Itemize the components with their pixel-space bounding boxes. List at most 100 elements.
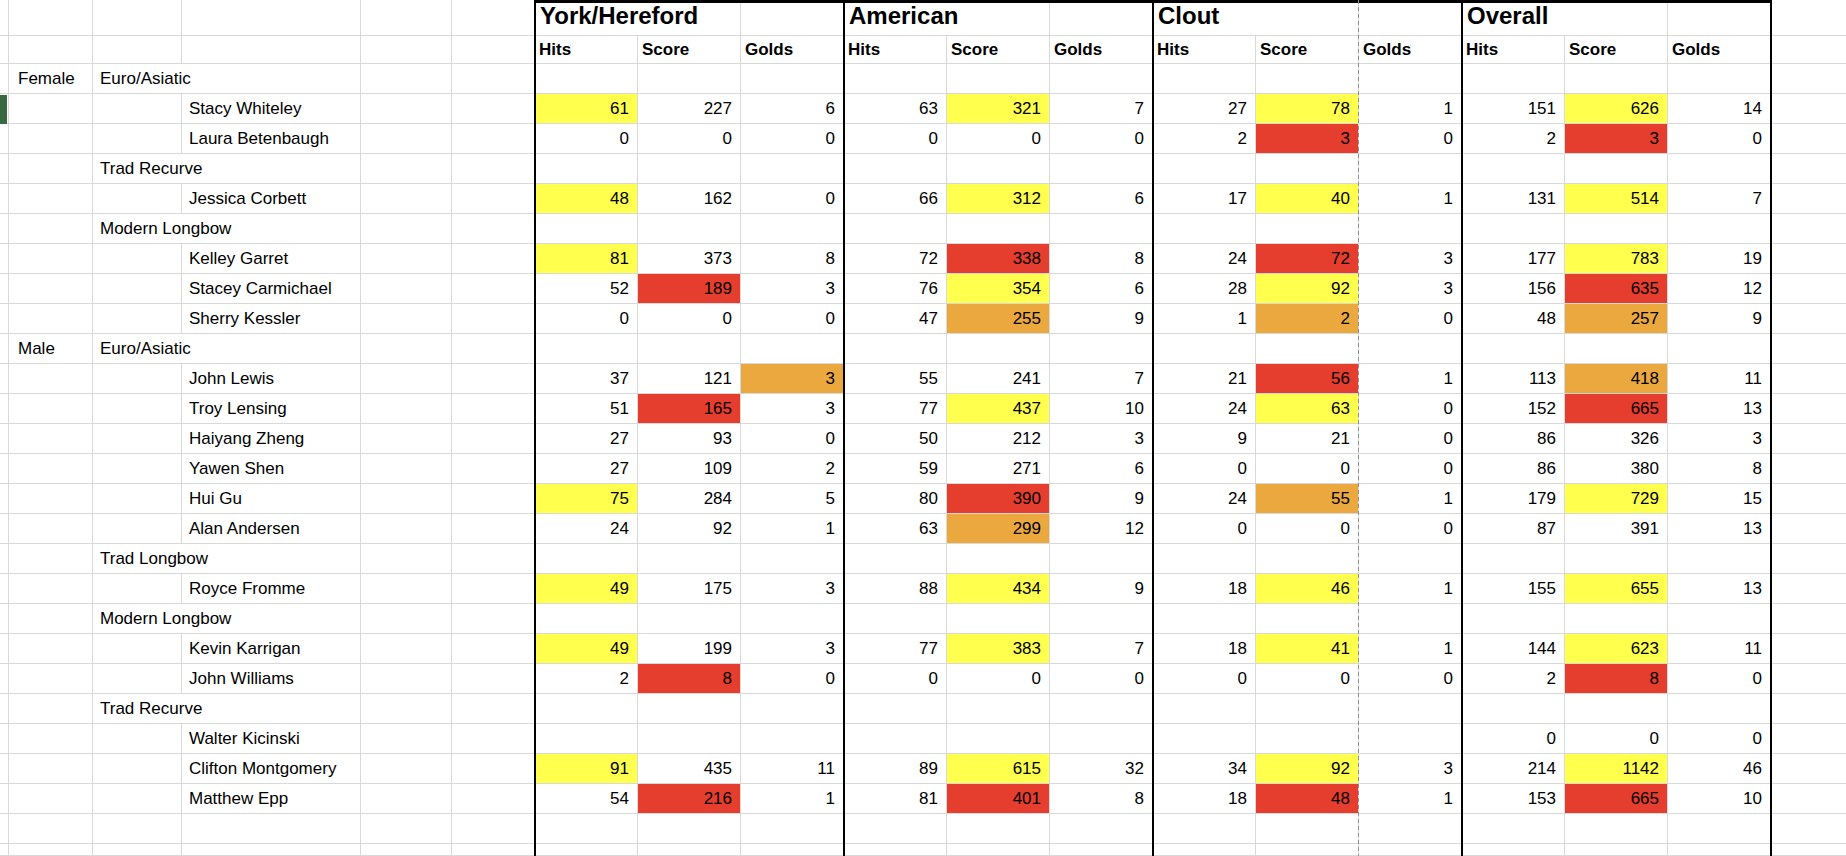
cell-american-score[interactable]: 437 <box>947 394 1050 423</box>
athlete-name-cell[interactable]: John Lewis <box>182 364 361 393</box>
cell-american-golds[interactable]: 8 <box>1050 784 1153 813</box>
empty-cell[interactable] <box>452 454 535 483</box>
cell-american-score[interactable] <box>947 724 1050 753</box>
cell-clout-score[interactable]: 21 <box>1256 424 1359 453</box>
empty-score-cell[interactable] <box>1050 214 1153 243</box>
row-edge-cell[interactable] <box>0 514 9 543</box>
cell-american-score[interactable]: 312 <box>947 184 1050 213</box>
cell-clout-hits[interactable]: 18 <box>1153 784 1256 813</box>
cell-york-hereford-hits[interactable]: 52 <box>535 274 638 303</box>
cell-american-score[interactable]: 241 <box>947 364 1050 393</box>
cell-york-hereford-golds[interactable]: 0 <box>741 124 844 153</box>
empty-score-cell[interactable] <box>947 544 1050 573</box>
empty-cell[interactable] <box>452 0 535 35</box>
empty-cell[interactable] <box>182 844 361 855</box>
empty-score-cell[interactable] <box>1153 334 1256 363</box>
empty-score-cell[interactable] <box>741 694 844 723</box>
cell-york-hereford-golds[interactable]: 3 <box>741 394 844 423</box>
empty-cell[interactable] <box>452 514 535 543</box>
athlete-name-cell[interactable]: Troy Lensing <box>182 394 361 423</box>
cell-american-hits[interactable]: 0 <box>844 664 947 693</box>
empty-cell[interactable] <box>1771 36 1846 63</box>
cell-clout-golds[interactable]: 0 <box>1359 424 1462 453</box>
cell-clout-score[interactable]: 3 <box>1256 124 1359 153</box>
empty-cell[interactable] <box>1771 574 1846 603</box>
category-cell[interactable]: Euro/Asiatic <box>93 334 361 363</box>
cell-york-hereford-golds[interactable]: 0 <box>741 664 844 693</box>
empty-score-cell[interactable] <box>638 214 741 243</box>
empty-score-cell[interactable] <box>1359 154 1462 183</box>
empty-score-cell[interactable] <box>741 154 844 183</box>
cell-overall-hits[interactable]: 153 <box>1462 784 1565 813</box>
empty-score-cell[interactable] <box>1668 694 1771 723</box>
cell-clout-score[interactable]: 55 <box>1256 484 1359 513</box>
cell-overall-golds[interactable]: 3 <box>1668 424 1771 453</box>
empty-score-cell[interactable] <box>638 844 741 855</box>
empty-cell[interactable] <box>0 814 9 843</box>
cell-overall-golds[interactable]: 46 <box>1668 754 1771 783</box>
cell-clout-score[interactable]: 72 <box>1256 244 1359 273</box>
cell-overall-golds[interactable]: 11 <box>1668 634 1771 663</box>
empty-cell[interactable] <box>361 634 452 663</box>
cell-american-hits[interactable]: 0 <box>844 124 947 153</box>
cell-york-hereford-score[interactable]: 0 <box>638 124 741 153</box>
cell-overall-golds[interactable]: 10 <box>1668 784 1771 813</box>
empty-cell[interactable] <box>452 484 535 513</box>
cell-clout-score[interactable]: 78 <box>1256 94 1359 123</box>
athlete-name-cell[interactable]: Jessica Corbett <box>182 184 361 213</box>
cell-york-hereford-score[interactable]: 92 <box>638 514 741 543</box>
cell-american-hits[interactable]: 72 <box>844 244 947 273</box>
empty-cell[interactable] <box>361 664 452 693</box>
empty-cell[interactable] <box>452 634 535 663</box>
cell-overall-hits[interactable]: 0 <box>1462 724 1565 753</box>
empty-score-cell[interactable] <box>535 814 638 843</box>
empty-score-cell[interactable] <box>1256 814 1359 843</box>
empty-score-cell[interactable] <box>638 64 741 93</box>
cell-clout-golds[interactable]: 1 <box>1359 484 1462 513</box>
column-header-york-hereford-score[interactable]: Score <box>638 36 741 63</box>
empty-cell[interactable] <box>1771 274 1846 303</box>
cell-clout-score[interactable]: 48 <box>1256 784 1359 813</box>
empty-cell[interactable] <box>361 0 452 35</box>
empty-score-cell[interactable] <box>1359 64 1462 93</box>
cell-clout-hits[interactable]: 0 <box>1153 454 1256 483</box>
empty-cell[interactable] <box>9 844 93 855</box>
empty-cell[interactable] <box>452 304 535 333</box>
cell-york-hereford-golds[interactable]: 3 <box>741 364 844 393</box>
cell-overall-score[interactable]: 729 <box>1565 484 1668 513</box>
cell-overall-hits[interactable]: 131 <box>1462 184 1565 213</box>
column-header-york-hereford-golds[interactable]: Golds <box>741 36 844 63</box>
empty-score-cell[interactable] <box>1565 844 1668 855</box>
empty-cell[interactable] <box>741 0 844 35</box>
empty-score-cell[interactable] <box>1462 214 1565 243</box>
athlete-name-cell[interactable]: Kelley Garret <box>182 244 361 273</box>
cell-overall-hits[interactable]: 177 <box>1462 244 1565 273</box>
empty-cell[interactable] <box>1771 364 1846 393</box>
empty-cell[interactable] <box>9 124 93 153</box>
empty-cell[interactable] <box>1771 664 1846 693</box>
empty-cell[interactable] <box>93 664 182 693</box>
empty-score-cell[interactable] <box>1359 694 1462 723</box>
cell-overall-hits[interactable]: 87 <box>1462 514 1565 543</box>
cell-york-hereford-score[interactable]: 373 <box>638 244 741 273</box>
cell-clout-golds[interactable]: 1 <box>1359 784 1462 813</box>
empty-cell[interactable] <box>9 394 93 423</box>
cell-york-hereford-golds[interactable]: 1 <box>741 784 844 813</box>
cell-york-hereford-score[interactable]: 121 <box>638 364 741 393</box>
empty-score-cell[interactable] <box>1153 694 1256 723</box>
cell-clout-score[interactable]: 92 <box>1256 754 1359 783</box>
cell-overall-score[interactable]: 626 <box>1565 94 1668 123</box>
cell-overall-score[interactable]: 8 <box>1565 664 1668 693</box>
cell-american-golds[interactable]: 6 <box>1050 274 1153 303</box>
cell-clout-score[interactable]: 0 <box>1256 514 1359 543</box>
cell-american-score[interactable]: 271 <box>947 454 1050 483</box>
cell-york-hereford-score[interactable]: 284 <box>638 484 741 513</box>
empty-score-cell[interactable] <box>535 154 638 183</box>
cell-clout-hits[interactable]: 17 <box>1153 184 1256 213</box>
empty-score-cell[interactable] <box>844 844 947 855</box>
empty-cell[interactable] <box>452 94 535 123</box>
cell-overall-golds[interactable]: 19 <box>1668 244 1771 273</box>
empty-score-cell[interactable] <box>1359 814 1462 843</box>
cell-american-score[interactable]: 390 <box>947 484 1050 513</box>
empty-cell[interactable] <box>361 184 452 213</box>
